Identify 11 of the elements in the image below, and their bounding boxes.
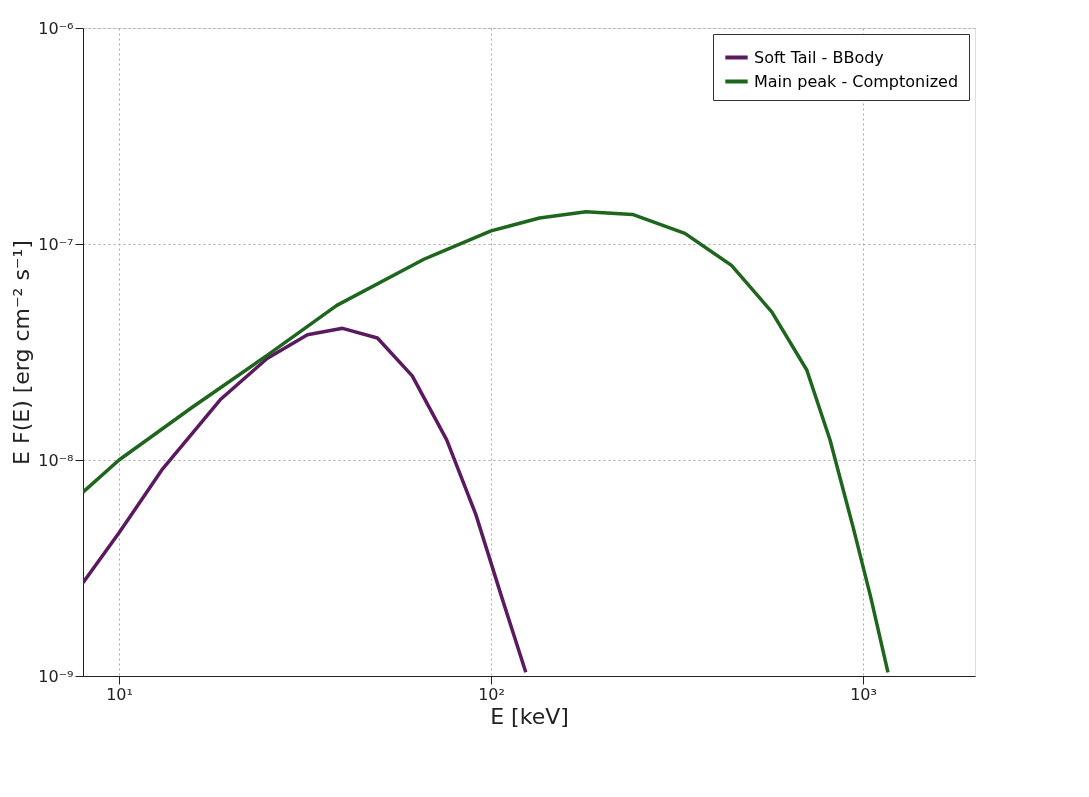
x-tick-label: 10³ — [850, 684, 877, 704]
legend-label: Main peak - Comptonized — [754, 71, 959, 91]
y-tick-label: 10⁻⁷ — [38, 234, 74, 254]
y-tick-label: 10⁻⁸ — [38, 450, 74, 470]
x-tick-label: 10¹ — [106, 684, 133, 704]
y-tick-label: 10⁻⁹ — [38, 666, 74, 686]
x-tick-label: 10² — [478, 684, 505, 704]
x-axis-title: E [keV] — [490, 703, 569, 729]
y-axis-title: E F(E) [erg cm⁻² s⁻¹] — [9, 240, 35, 465]
y-tick-label: 10⁻⁶ — [38, 18, 74, 38]
legend-label: Soft Tail - BBody — [754, 47, 884, 67]
